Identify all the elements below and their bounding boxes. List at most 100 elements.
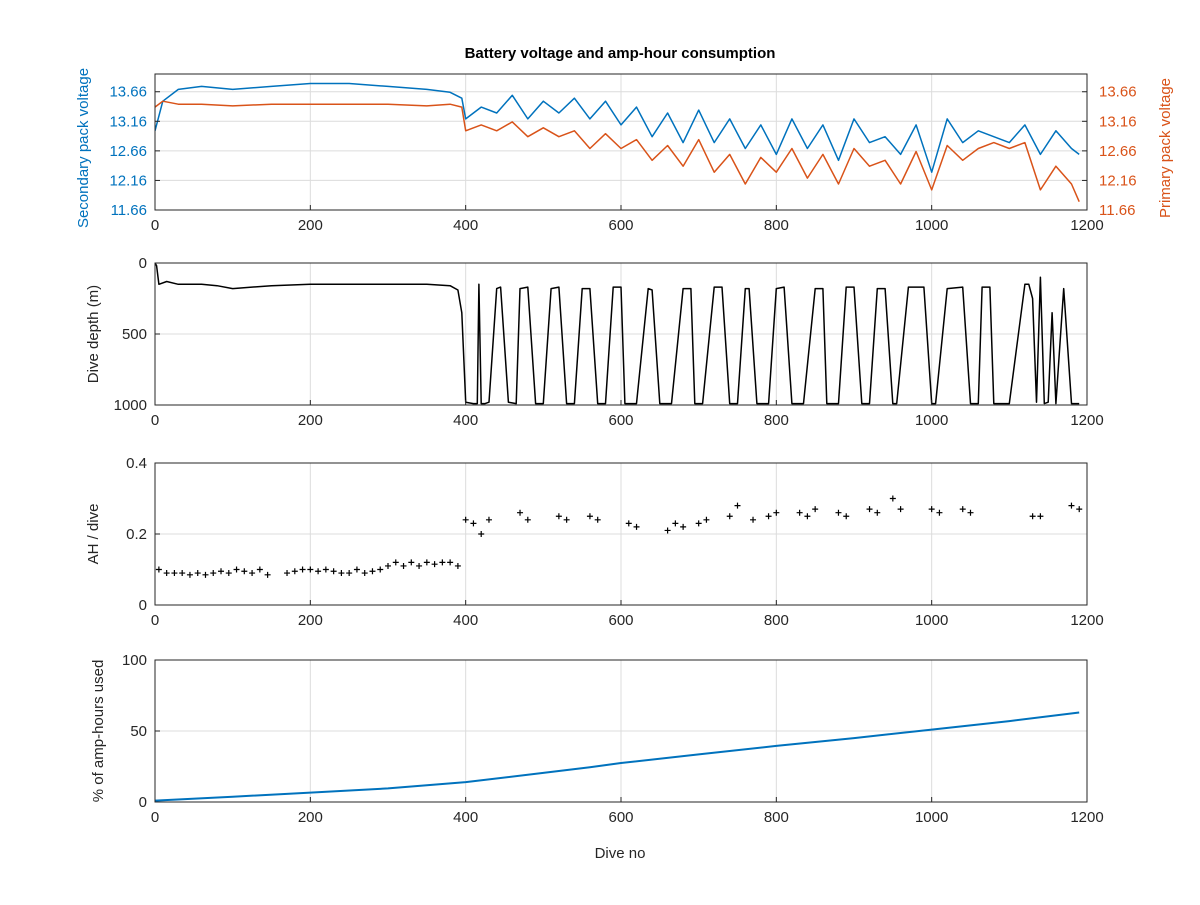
y-axis-label: Secondary pack voltage [75,68,92,228]
data-point [353,566,360,573]
y-tick-label: 1000 [114,397,147,414]
x-tick-label: 600 [608,809,633,826]
x-tick-label: 200 [298,612,323,629]
data-point [897,506,904,513]
y-tick-label-right: 13.66 [1099,84,1137,101]
x-tick-label: 800 [764,412,789,429]
x-tick-label: 0 [151,809,159,826]
y-tick-label: 50 [130,723,147,740]
data-point [346,570,353,577]
voltage-panel: 0 200 400 600 800 1000 120011.6612.1612.6613.1… [75,68,1174,234]
data-point [284,570,291,577]
x-tick-label: 400 [453,612,478,629]
data-point [843,513,850,520]
data-point [750,516,757,523]
data-point [804,513,811,520]
x-tick-label: 600 [608,412,633,429]
y-tick-label-right: 12.16 [1099,172,1137,189]
data-point [439,559,446,566]
y-tick-label: 0 [139,255,147,272]
data-point [447,559,454,566]
x-tick-label: 1000 [915,412,948,429]
data-point [773,509,780,516]
x-tick-label: 400 [453,412,478,429]
data-point [264,571,271,578]
data-point [936,509,943,516]
data-point [959,506,966,513]
x-axis-label: Dive no [595,845,646,862]
x-tick-label: 200 [298,217,323,234]
data-point [889,495,896,502]
data-point [1029,513,1036,520]
series-line [155,82,1080,173]
data-point [1037,513,1044,520]
y-tick-label-right: 13.16 [1099,113,1137,130]
scatter-series [155,495,1083,578]
data-point [726,513,733,520]
data-point [672,520,679,527]
data-point [210,570,217,577]
x-tick-label: 0 [151,217,159,234]
data-point [299,566,306,573]
data-point [485,516,492,523]
data-point [555,513,562,520]
amp-hours-used-panel: 0 200 400 600 800 1000 1200 0 50 100 % of amp-hour… [90,652,1104,826]
data-point [765,513,772,520]
depth-panel: 0 200 400 600 800 1000 1200 0 500 1000 Dive depth … [85,255,1104,429]
data-point [361,570,368,577]
data-point [233,566,240,573]
y-tick-label: 12.66 [109,143,147,160]
y-tick-label: 0.4 [126,455,147,472]
data-point [369,568,376,575]
y-tick-label: 13.66 [109,84,147,101]
y-axis-label: % of amp-hours used [90,660,107,803]
y-axis-label-right: Primary pack voltage [1157,78,1174,218]
data-point [835,509,842,516]
y-tick-label: 0 [139,794,147,811]
x-tick-label: 200 [298,412,323,429]
y-tick-label-right: 11.66 [1099,202,1135,219]
data-point [695,520,702,527]
y-tick-label: 13.16 [109,113,147,130]
data-point [256,566,263,573]
data-point [171,570,178,577]
data-point [202,571,209,578]
data-point [194,570,201,577]
data-point [392,559,399,566]
data-point [680,523,687,530]
y-tick-label: 12.16 [109,172,147,189]
data-point [186,571,193,578]
data-point [400,562,407,569]
x-tick-label: 800 [764,217,789,234]
data-point [703,516,710,523]
y-tick-label: 500 [122,326,147,343]
data-point [462,516,469,523]
data-point [470,520,477,527]
data-point [423,559,430,566]
data-point [633,523,640,530]
series-line [155,100,1080,202]
x-tick-label: 1200 [1070,217,1103,234]
data-point [225,570,232,577]
x-tick-label: 800 [764,612,789,629]
x-tick-label: 600 [608,612,633,629]
data-point [454,562,461,569]
data-point [322,566,329,573]
x-tick-label: 400 [453,217,478,234]
data-point [594,516,601,523]
data-point [563,516,570,523]
data-point [385,562,391,569]
x-tick-label: 0 [151,412,159,429]
data-point [307,566,314,573]
data-point [586,513,593,520]
x-tick-label: 200 [298,809,323,826]
data-point [249,570,256,577]
x-tick-label: 1200 [1070,612,1103,629]
data-point [315,568,322,575]
data-point [625,520,632,527]
data-point [408,559,415,566]
x-tick-label: 1000 [915,217,948,234]
data-point [338,570,345,577]
